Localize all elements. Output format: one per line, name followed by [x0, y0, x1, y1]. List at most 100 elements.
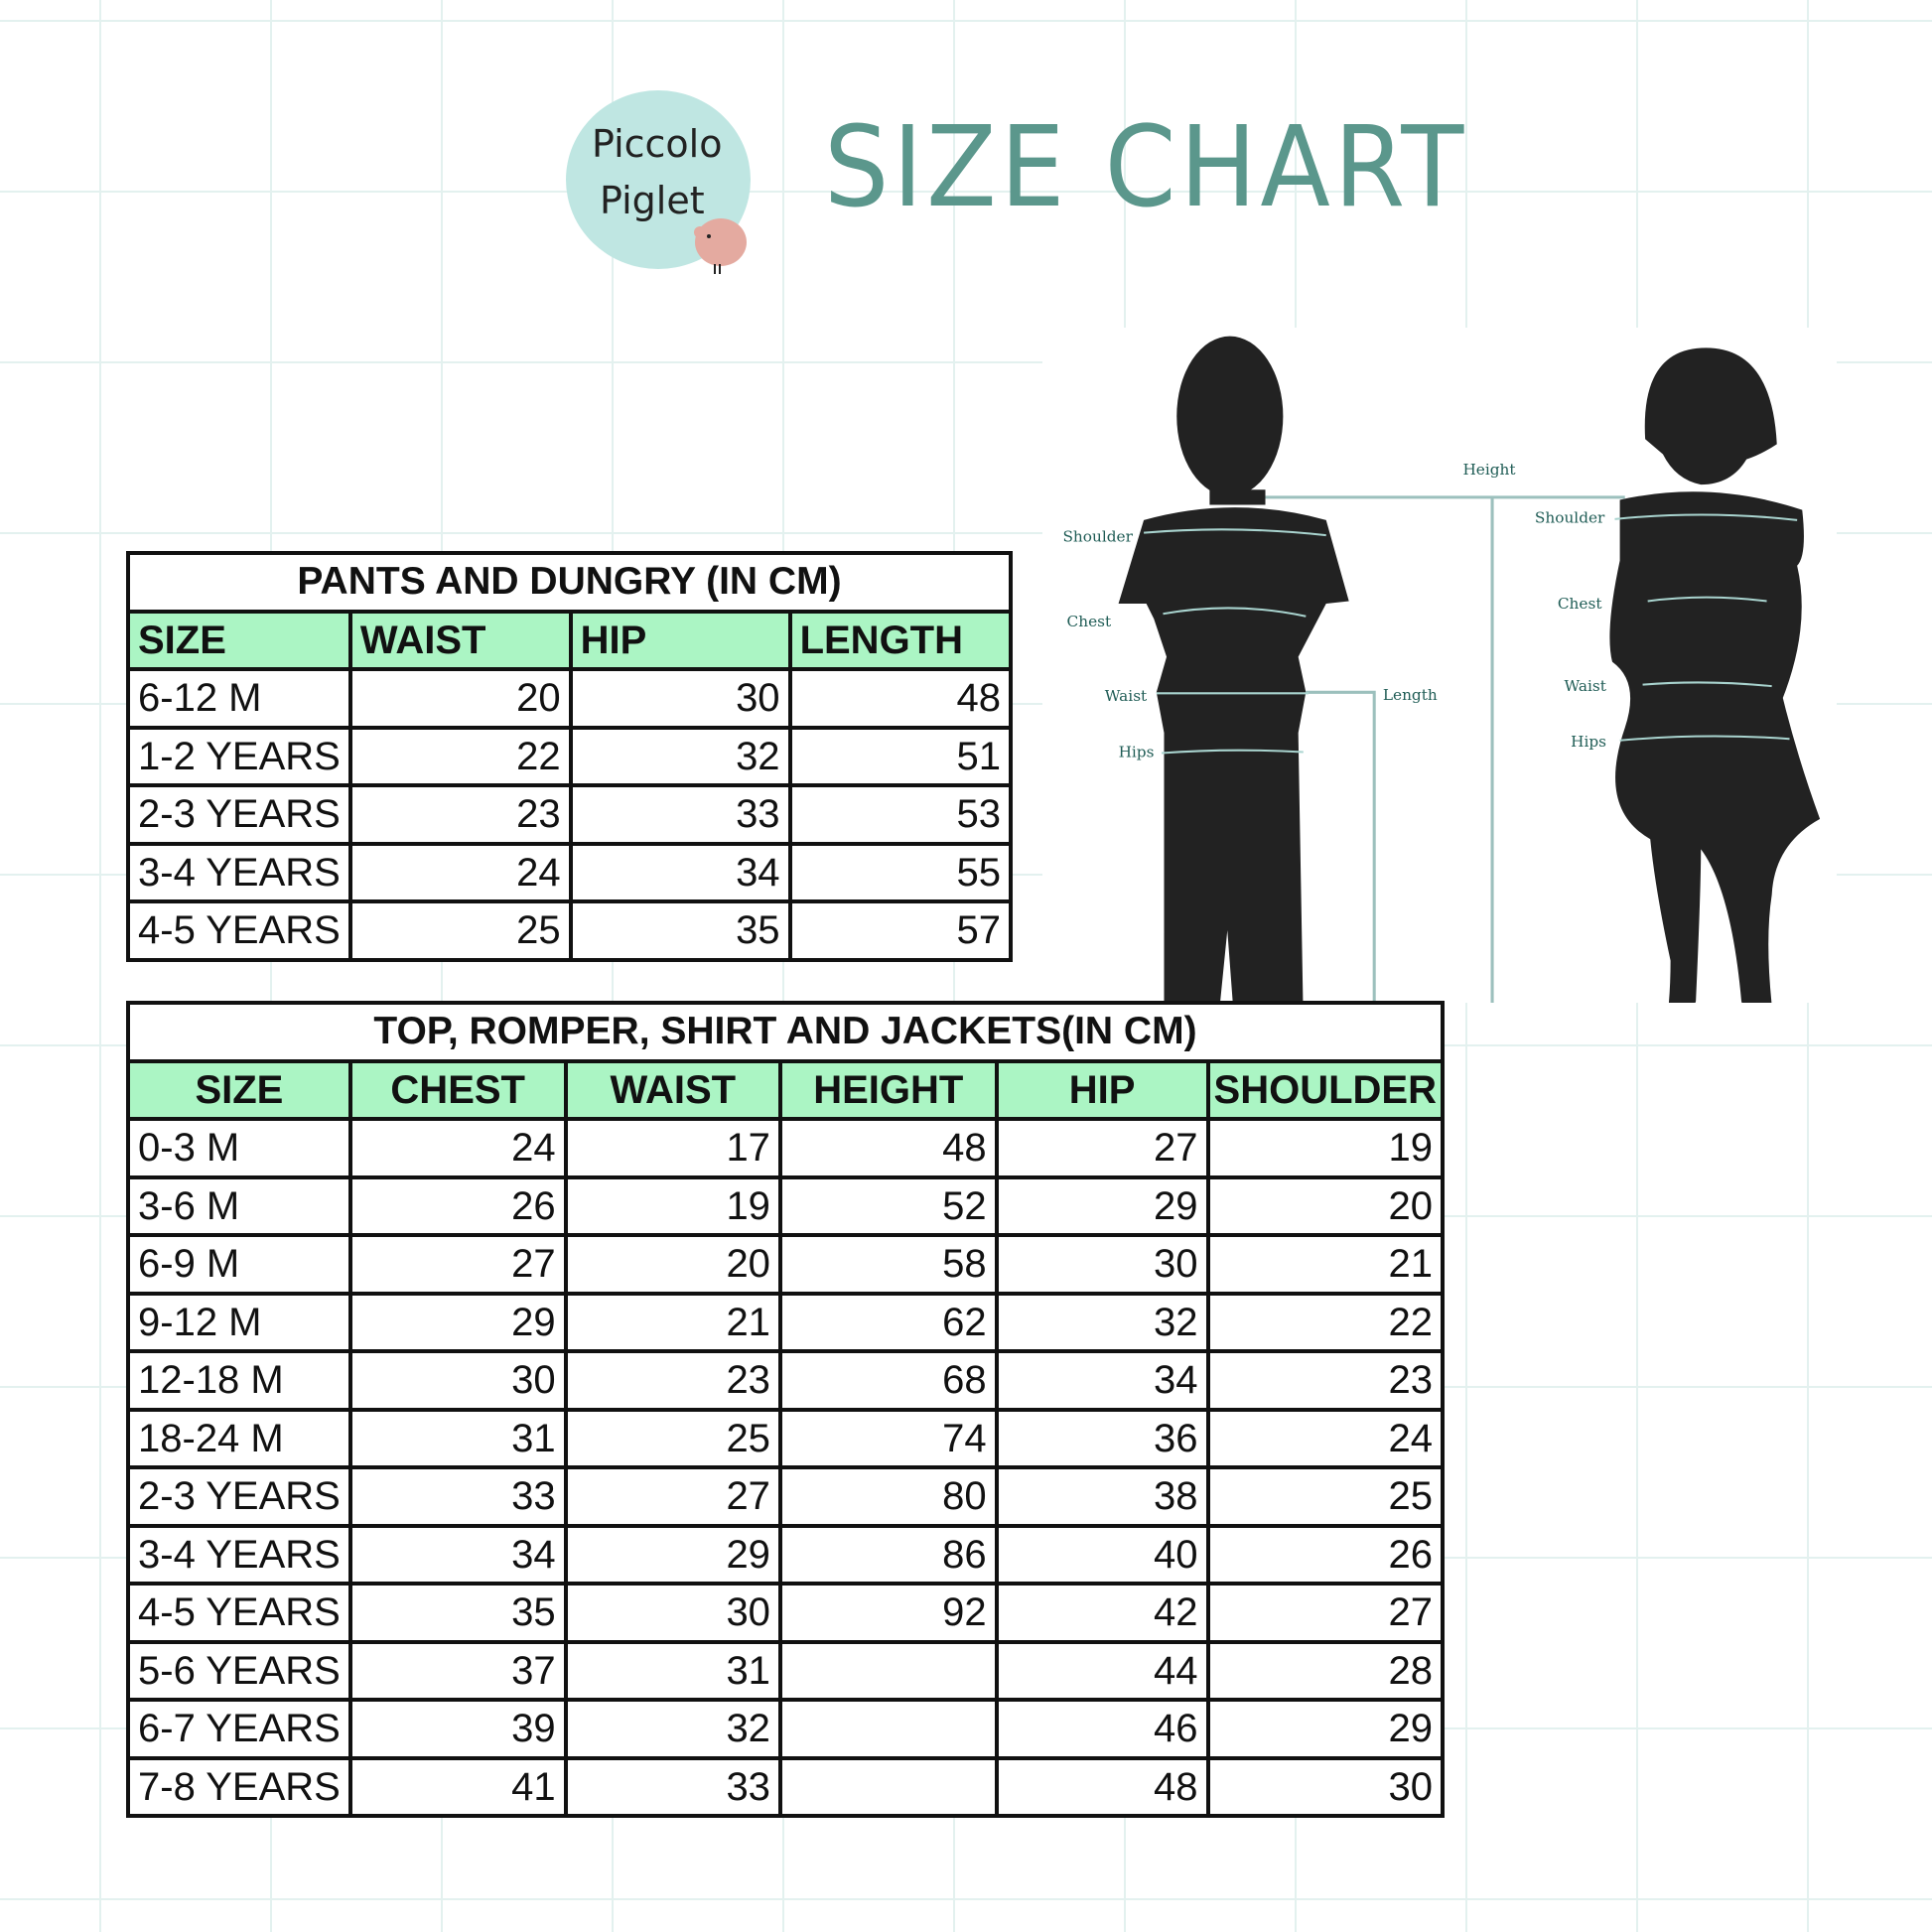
cell-value: 27	[994, 1117, 1210, 1179]
cell-value: 25	[563, 1407, 782, 1469]
cell-value	[777, 1639, 999, 1702]
cell-value: 27	[347, 1233, 568, 1296]
cell-value: 51	[787, 725, 1014, 787]
cell-size: 5-6 YEARS	[126, 1639, 352, 1702]
cell-value: 22	[1205, 1291, 1446, 1353]
cell-value: 30	[563, 1582, 782, 1644]
cell-value: 21	[1205, 1233, 1446, 1296]
cell-value: 19	[1205, 1117, 1446, 1179]
cell-value: 32	[994, 1291, 1210, 1353]
cell-value: 25	[347, 899, 573, 962]
tops-size-table: TOP, ROMPER, SHIRT AND JACKETS(IN CM) SI…	[126, 1001, 1446, 1818]
cell-value: 23	[563, 1349, 782, 1412]
cell-value: 48	[787, 667, 1014, 730]
cell-value: 58	[777, 1233, 999, 1296]
cell-value	[777, 1755, 999, 1818]
cell-size: 0-3 M	[126, 1117, 352, 1179]
height-label: Height	[1462, 461, 1516, 479]
cell-value: 23	[1205, 1349, 1446, 1412]
cell-value: 29	[563, 1523, 782, 1586]
cell-size: 12-18 M	[126, 1349, 352, 1412]
table-row: 3-6 M 26 19 52 29 20	[126, 1174, 1446, 1237]
cell-value: 17	[563, 1117, 782, 1179]
table-row: 7-8 YEARS 41 33 48 30	[126, 1755, 1446, 1818]
cell-value: 27	[563, 1465, 782, 1528]
cell-size: 3-4 YEARS	[126, 1523, 352, 1586]
cell-value: 53	[787, 783, 1014, 846]
cell-size: 7-8 YEARS	[126, 1755, 352, 1818]
cell-value: 24	[347, 841, 573, 903]
column-header: LENGTH	[787, 609, 1014, 671]
column-header: SHOULDER	[1205, 1058, 1446, 1121]
table-row: 2-3 YEARS 33 27 80 38 25	[126, 1465, 1446, 1528]
table-row: 4-5 YEARS 35 30 92 42 27	[126, 1582, 1446, 1644]
measurement-figure: Height Length Shoulder Chest Waist Hips …	[1042, 328, 1837, 1003]
cell-value: 19	[563, 1174, 782, 1237]
cell-value: 23	[347, 783, 573, 846]
cell-value: 34	[347, 1523, 568, 1586]
cell-value: 33	[563, 1755, 782, 1818]
cell-value: 40	[994, 1523, 1210, 1586]
tops-table-title: TOP, ROMPER, SHIRT AND JACKETS(IN CM)	[126, 1001, 1445, 1063]
table-row: 3-4 YEARS 24 34 55	[126, 841, 1014, 903]
cell-value: 31	[563, 1639, 782, 1702]
cell-value: 20	[563, 1233, 782, 1296]
boy-chest-label: Chest	[1067, 613, 1112, 630]
cell-size: 2-3 YEARS	[126, 1465, 352, 1528]
cell-value: 48	[777, 1117, 999, 1179]
girl-shoulder-label: Shoulder	[1535, 508, 1605, 526]
cell-value: 38	[994, 1465, 1210, 1528]
table-row: 4-5 YEARS 25 35 57	[126, 899, 1014, 962]
cell-value: 25	[1205, 1465, 1446, 1528]
piccolo-piglet-logo: Piccolo Piglet	[566, 90, 751, 274]
table-row: 6-7 YEARS 39 32 46 29	[126, 1698, 1446, 1760]
cell-value: 80	[777, 1465, 999, 1528]
cell-value: 30	[1205, 1755, 1446, 1818]
column-header: WAIST	[347, 609, 573, 671]
cell-value: 27	[1205, 1582, 1446, 1644]
table-row: 3-4 YEARS 34 29 86 40 26	[126, 1523, 1446, 1586]
boy-hips-label: Hips	[1119, 744, 1155, 761]
pants-table-title: PANTS AND DUNGRY (IN CM)	[126, 551, 1013, 614]
table-row: 5-6 YEARS 37 31 44 28	[126, 1639, 1446, 1702]
cell-value: 92	[777, 1582, 999, 1644]
cell-value: 20	[1205, 1174, 1446, 1237]
girl-hips-label: Hips	[1571, 733, 1606, 751]
cell-value: 36	[994, 1407, 1210, 1469]
cell-value: 22	[347, 725, 573, 787]
cell-value: 55	[787, 841, 1014, 903]
cell-size: 4-5 YEARS	[126, 1582, 352, 1644]
table-row: 6-9 M 27 20 58 30 21	[126, 1233, 1446, 1296]
cell-size: 1-2 YEARS	[126, 725, 352, 787]
cell-value: 52	[777, 1174, 999, 1237]
cell-value: 42	[994, 1582, 1210, 1644]
cell-value: 24	[1205, 1407, 1446, 1469]
table-row: 2-3 YEARS 23 33 53	[126, 783, 1014, 846]
cell-size: 2-3 YEARS	[126, 783, 352, 846]
cell-size: 4-5 YEARS	[126, 899, 352, 962]
cell-value: 68	[777, 1349, 999, 1412]
cell-value: 20	[347, 667, 573, 730]
page-title: SIZE CHART	[824, 103, 1467, 232]
cell-value: 29	[347, 1291, 568, 1353]
column-header: SIZE	[126, 1058, 352, 1121]
cell-value: 86	[777, 1523, 999, 1586]
length-label: Length	[1383, 686, 1438, 704]
cell-size: 3-4 YEARS	[126, 841, 352, 903]
cell-value: 21	[563, 1291, 782, 1353]
cell-value: 39	[347, 1698, 568, 1760]
cell-value: 37	[347, 1639, 568, 1702]
cell-value: 46	[994, 1698, 1210, 1760]
cell-value: 24	[347, 1117, 568, 1179]
boy-silhouette	[1118, 336, 1349, 1003]
cell-value: 29	[994, 1174, 1210, 1237]
svg-text:Piglet: Piglet	[600, 179, 705, 222]
cell-value: 33	[347, 1465, 568, 1528]
cell-value: 31	[347, 1407, 568, 1469]
column-header: SIZE	[126, 609, 352, 671]
cell-value: 32	[568, 725, 792, 787]
cell-size: 6-7 YEARS	[126, 1698, 352, 1760]
column-header: HIP	[994, 1058, 1210, 1121]
cell-size: 3-6 M	[126, 1174, 352, 1237]
girl-silhouette	[1609, 347, 1821, 1003]
